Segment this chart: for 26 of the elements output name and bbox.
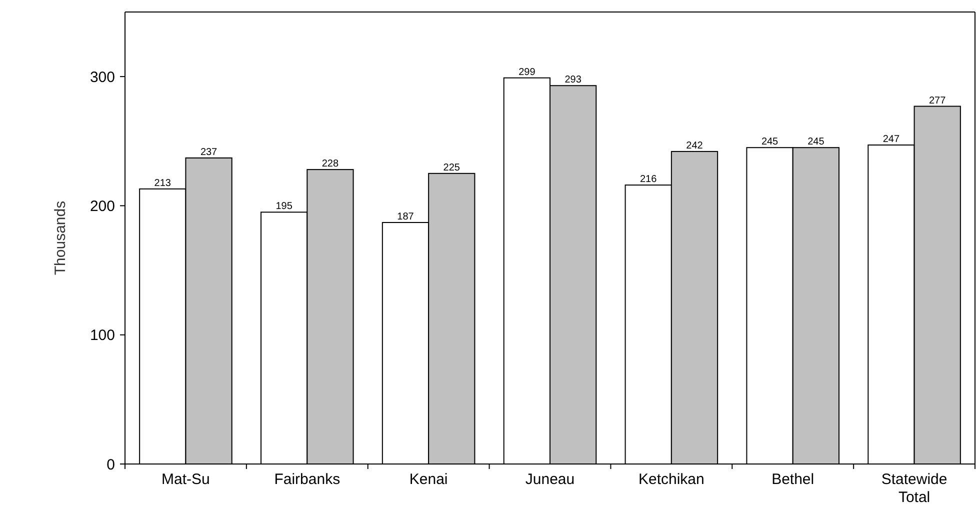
data-label: 228	[322, 158, 339, 170]
y-tick-label: 300	[90, 68, 115, 86]
data-label: 242	[686, 140, 704, 152]
data-label: 195	[276, 201, 293, 212]
data-label: 245	[808, 136, 825, 148]
x-tick-label: Kenai	[409, 471, 448, 488]
data-label: 187	[397, 212, 414, 223]
data-label: 245	[761, 136, 779, 148]
y-tick-label: 200	[90, 198, 115, 215]
y-axis-title: Thousands	[52, 200, 69, 276]
data-label: 293	[564, 74, 582, 86]
data-label: 213	[154, 178, 172, 189]
x-tick-label: Bethel	[772, 471, 814, 488]
data-label: 247	[882, 134, 900, 146]
x-tick-label: Statewide Total	[881, 471, 948, 506]
data-label: 299	[518, 66, 536, 78]
y-tick-label: 0	[106, 456, 115, 474]
x-tick-label: Ketchikan	[638, 471, 704, 488]
data-label: 237	[200, 146, 218, 158]
x-tick-label: Fairbanks	[274, 471, 340, 488]
data-label: 225	[443, 162, 460, 174]
data-label: 277	[929, 95, 946, 106]
x-tick-label: Juneau	[525, 471, 575, 488]
x-tick-label: Mat-Su	[162, 471, 210, 488]
y-tick-label: 100	[90, 327, 115, 344]
data-label: 216	[640, 174, 658, 186]
